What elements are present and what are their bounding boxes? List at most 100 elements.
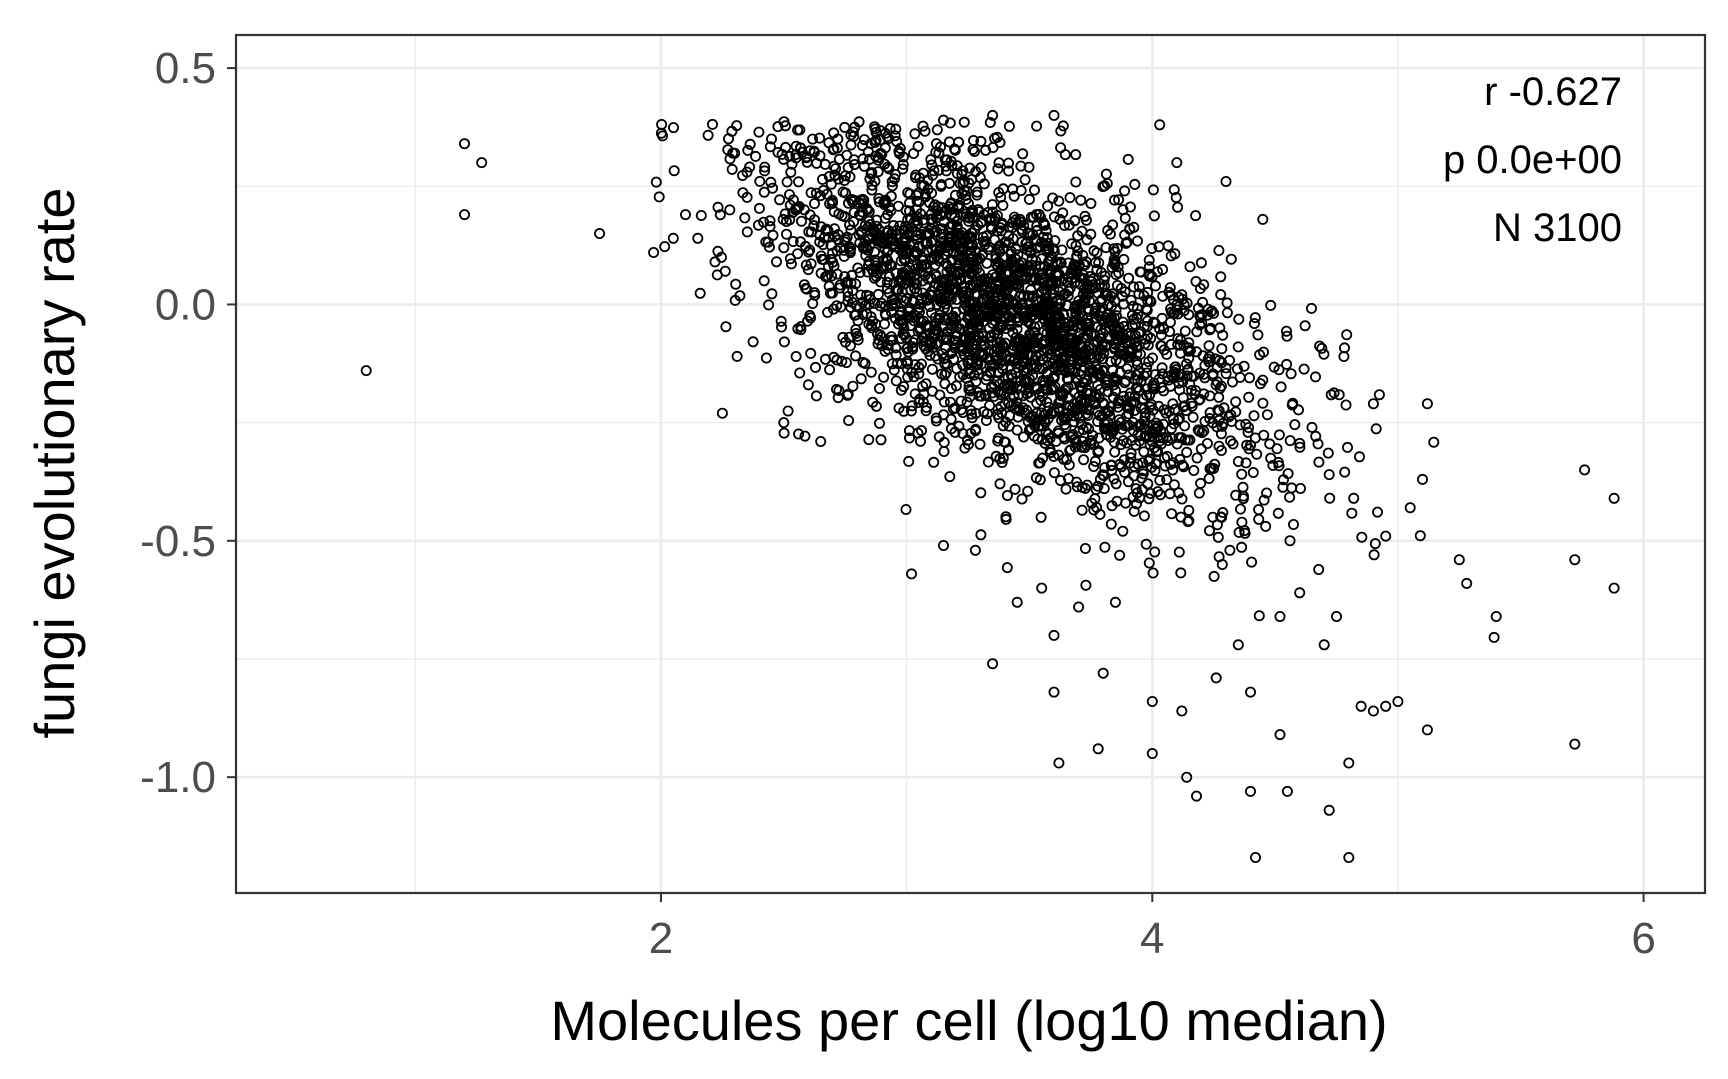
data-point xyxy=(1035,394,1047,406)
data-point xyxy=(847,126,859,138)
data-point xyxy=(904,432,916,444)
data-point xyxy=(951,160,963,172)
annotation-text: r -0.627 xyxy=(1484,70,1622,114)
y-axis-title: fungi evolutionary rate xyxy=(23,187,86,738)
data-point xyxy=(764,220,776,232)
data-point xyxy=(1131,359,1143,371)
data-point xyxy=(1244,372,1256,384)
data-point xyxy=(840,277,852,289)
data-point xyxy=(1156,362,1168,374)
data-point xyxy=(1059,149,1071,161)
data-point xyxy=(883,271,895,283)
data-point xyxy=(1417,473,1429,485)
data-point xyxy=(1110,478,1122,490)
data-point xyxy=(962,434,974,446)
data-point xyxy=(976,349,988,361)
data-point xyxy=(1271,443,1283,455)
data-point xyxy=(821,188,833,200)
data-point xyxy=(855,373,867,385)
data-point xyxy=(1092,480,1104,492)
y-axis-ticks: 0.5 0.0 -0.5 -1.0 xyxy=(140,44,236,802)
data-point xyxy=(1147,567,1159,579)
data-point xyxy=(1148,316,1160,328)
data-point xyxy=(873,196,885,208)
data-point xyxy=(1143,254,1155,266)
data-point xyxy=(1147,184,1159,196)
data-point xyxy=(1072,354,1084,366)
data-point xyxy=(767,229,779,241)
data-point xyxy=(1074,340,1086,352)
data-point xyxy=(833,153,845,165)
data-point xyxy=(935,178,947,190)
data-point xyxy=(1245,686,1257,698)
data-point xyxy=(1251,448,1263,460)
data-point xyxy=(1071,481,1083,493)
data-point xyxy=(1230,489,1242,501)
data-point xyxy=(926,159,938,171)
data-point xyxy=(1175,567,1187,579)
data-point xyxy=(1243,391,1255,403)
data-point xyxy=(995,401,1007,413)
data-point xyxy=(730,278,742,290)
data-point xyxy=(944,396,956,408)
data-point xyxy=(1188,370,1200,382)
data-point xyxy=(964,162,976,174)
data-point xyxy=(1145,332,1157,344)
data-point xyxy=(1225,253,1237,265)
data-point xyxy=(1129,178,1141,190)
data-point xyxy=(829,230,841,242)
data-point xyxy=(825,253,837,265)
data-point xyxy=(944,177,956,189)
data-point xyxy=(959,256,971,268)
data-point xyxy=(1221,297,1233,309)
data-point xyxy=(897,328,909,340)
data-point xyxy=(796,146,808,158)
data-point xyxy=(1186,397,1198,409)
data-point xyxy=(1250,852,1262,864)
data-point xyxy=(1164,316,1176,328)
data-point xyxy=(886,176,898,188)
data-point xyxy=(1048,686,1060,698)
data-point xyxy=(1033,280,1045,292)
data-point xyxy=(1150,446,1162,458)
data-point xyxy=(879,318,891,330)
data-point xyxy=(840,336,852,348)
data-point xyxy=(1232,455,1244,467)
data-point xyxy=(1014,291,1026,303)
data-point xyxy=(927,234,939,246)
data-point xyxy=(458,138,470,150)
data-point xyxy=(1255,378,1267,390)
data-point xyxy=(1117,525,1129,537)
data-point xyxy=(938,445,950,457)
data-point xyxy=(863,259,875,271)
data-point xyxy=(1075,418,1087,430)
data-point xyxy=(1119,229,1131,241)
data-point xyxy=(1274,611,1286,623)
data-point xyxy=(1150,280,1162,292)
data-point xyxy=(793,200,805,212)
data-point xyxy=(1154,323,1166,335)
data-point xyxy=(842,389,854,401)
data-point xyxy=(1118,454,1130,466)
data-point xyxy=(1067,364,1079,376)
data-point xyxy=(875,434,887,446)
data-point xyxy=(802,379,814,391)
data-point xyxy=(882,208,894,220)
data-point xyxy=(880,252,892,264)
data-point xyxy=(890,342,902,354)
data-point xyxy=(898,225,910,237)
data-point xyxy=(904,197,916,209)
data-point xyxy=(945,322,957,334)
data-point xyxy=(1289,419,1301,431)
data-point xyxy=(906,366,918,378)
data-point xyxy=(1096,338,1108,350)
data-point xyxy=(831,245,843,257)
data-point xyxy=(828,303,840,315)
data-point xyxy=(850,327,862,339)
data-point xyxy=(1168,184,1180,196)
data-point xyxy=(872,151,884,163)
data-point xyxy=(933,281,945,293)
data-point xyxy=(1167,413,1179,425)
data-point xyxy=(864,173,876,185)
